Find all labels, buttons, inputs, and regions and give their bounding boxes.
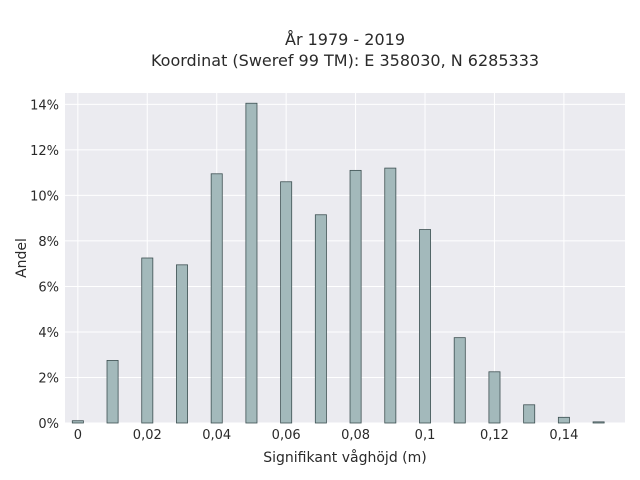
bar <box>557 416 570 424</box>
x-tick-label: 0 <box>74 428 82 443</box>
bar <box>210 173 223 424</box>
x-tick-label: 0,02 <box>133 428 162 443</box>
y-tick-label: 14% <box>30 98 59 113</box>
bar <box>314 214 327 424</box>
x-tick-label: 0,1 <box>415 428 436 443</box>
y-tick-label: 10% <box>30 189 59 204</box>
bar <box>106 360 119 424</box>
bar <box>453 337 466 424</box>
bars <box>71 102 605 424</box>
y-tick-label: 4% <box>38 326 59 341</box>
bar <box>523 404 536 424</box>
x-tick-label: 0,04 <box>202 428 231 443</box>
bar <box>71 420 84 424</box>
y-tick-label: 2% <box>38 371 59 386</box>
tick-labels: 0% 2% 4% 6% 8% 10% 12% 14% 0 0,02 0,04 0,06 0,08 0,1 0… <box>30 98 578 443</box>
x-tick-label: 0,12 <box>480 428 509 443</box>
bar <box>141 257 154 424</box>
x-tick-label: 0,14 <box>549 428 578 443</box>
bar <box>280 181 293 424</box>
y-tick-label: 12% <box>30 144 59 159</box>
bar <box>176 264 188 424</box>
plot-area <box>65 93 625 423</box>
bar <box>245 102 258 424</box>
bar <box>349 169 362 424</box>
y-axis-label: Andel <box>14 238 30 278</box>
chart-subtitle: Koordinat (Sweref 99 TM): E 358030, N 62… <box>151 51 539 70</box>
bar <box>488 371 501 424</box>
x-axis-label: Signifikant våghöjd (m) <box>263 449 426 466</box>
y-tick-label: 8% <box>38 235 59 250</box>
y-tick-label: 0% <box>38 417 59 432</box>
bar <box>384 167 397 424</box>
bar <box>419 229 431 424</box>
x-tick-label: 0,08 <box>341 428 370 443</box>
y-tick-label: 6% <box>38 280 59 295</box>
chart-title: År 1979 - 2019 <box>285 30 405 49</box>
x-tick-label: 0,06 <box>272 428 301 443</box>
bar <box>592 421 605 424</box>
